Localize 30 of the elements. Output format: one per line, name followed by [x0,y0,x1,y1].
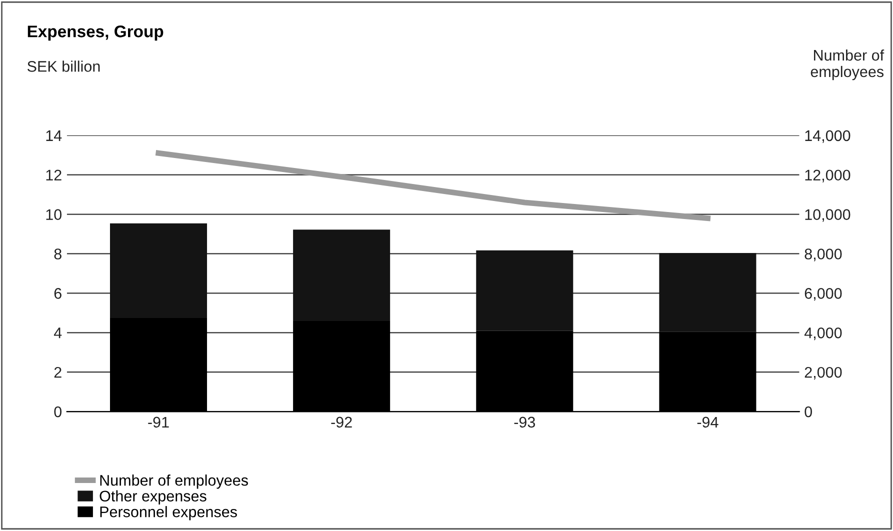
y-tick-label: 8 [54,248,62,260]
y2-tick-label: 6,000 [804,288,842,301]
y2-tick-label: 12,000 [805,170,850,182]
y-tick-label: 0 [54,406,62,418]
y2-tick-label: 4,000 [804,328,842,340]
legend-label: Personnel expenses [100,506,237,520]
bar [293,230,390,321]
y-axis-title: SEK billion [27,60,100,72]
legend-label: Other expenses [100,490,206,505]
x-tick-label: -94 [697,416,718,428]
y-tick-label: 4 [54,328,62,338]
y-tick-label: 14 [46,130,62,141]
y-tick-label: 12 [46,170,62,180]
x-tick-label: -91 [148,416,169,428]
y2-tick-label: 10,000 [805,209,850,222]
y2-tick-label: 2,000 [804,366,842,380]
bar [110,223,208,318]
bar [659,252,756,332]
bar [476,250,574,331]
x-tick-label: -93 [514,416,536,428]
y-tick-label: 6 [54,288,62,299]
y2-tick-label: 8,000 [804,248,842,262]
y2-tick-label: 14,000 [805,130,850,143]
y-tick-label: 2 [54,366,62,378]
chart-title: Expenses, Group [28,26,164,41]
y-tick-label: 10 [46,209,62,220]
x-tick-label: -92 [331,416,352,428]
y2-tick-label: 0 [804,406,812,418]
y2-axis-title: Number of employees [810,49,884,80]
legend-label: Number of employees [100,474,248,489]
